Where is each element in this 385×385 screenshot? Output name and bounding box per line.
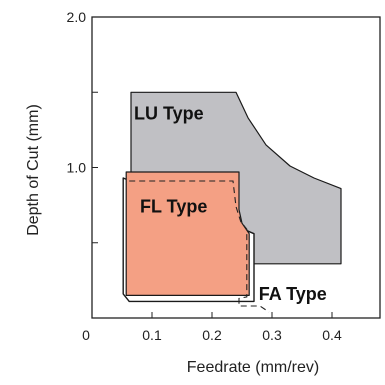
label-fa-type: FA Type [259, 284, 327, 304]
region-fl-type [125, 171, 250, 296]
x-tick-label: 0.3 [262, 327, 282, 343]
x-tick-label: 0.1 [142, 327, 162, 343]
x-tick-label: 0.2 [202, 327, 222, 343]
x-tick-label: 0 [82, 327, 90, 343]
ticks: 0 0.1 0.2 0.3 0.4 1.0 2.0 [67, 9, 342, 343]
label-lu-type: LU Type [134, 103, 204, 123]
y-axis-label: Depth of Cut (mm) [25, 104, 42, 236]
x-tick-label: 0.4 [322, 327, 342, 343]
x-axis-label: Feedrate (mm/rev) [187, 359, 319, 376]
y-tick-label: 2.0 [67, 9, 87, 25]
y-tick-label: 1.0 [67, 160, 87, 176]
label-fl-type: FL Type [140, 197, 207, 217]
region-labels: LU Type FL Type FA Type [134, 103, 327, 304]
regions [122, 91, 342, 303]
